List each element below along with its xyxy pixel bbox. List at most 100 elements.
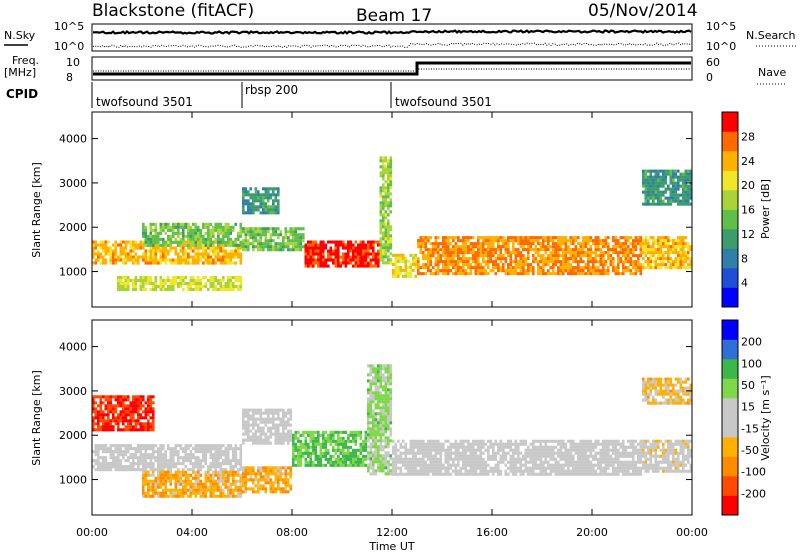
data-cell [604,272,608,276]
data-cell [192,453,195,457]
data-cell [117,419,120,423]
data-cell [207,485,210,489]
data-cell [562,269,565,273]
data-cell [107,425,110,429]
data-cell [327,252,330,256]
data-cell [94,459,98,463]
data-cell [374,376,378,380]
data-cell [102,240,105,244]
data-cell [177,282,180,286]
data-cell [277,487,280,491]
data-cell [382,261,385,265]
data-cell [249,423,253,427]
data-cell [307,448,310,452]
data-cell [172,491,175,495]
data-cell [492,263,495,267]
data-cell [659,257,663,261]
data-cell [537,242,540,246]
data-cell [347,246,350,250]
data-cell [302,451,305,455]
data-cell [627,251,630,255]
data-cell [149,231,153,235]
data-cell [162,249,165,253]
data-cell [477,260,480,264]
data-cell [234,473,238,477]
data-cell [522,248,525,252]
data-cell [237,488,240,492]
data-cell [397,271,400,275]
data-cell [272,469,275,473]
data-cell [669,181,673,185]
data-cell [152,240,155,244]
data-cell [657,193,660,197]
data-cell [437,245,440,249]
data-cell [159,479,163,483]
data-cell [369,246,373,250]
data-cell [197,476,200,480]
data-cell [684,172,688,176]
data-cell [267,466,270,470]
data-cell [379,189,383,193]
data-cell [99,243,103,247]
data-cell [232,285,235,289]
data-cell [112,395,115,399]
data-cell [529,245,533,249]
data-cell [679,199,683,203]
data-cell [369,370,373,374]
data-cell [357,246,360,250]
data-cell [279,233,283,237]
data-cell [107,462,110,466]
data-cell [337,252,340,256]
data-cell [212,234,215,238]
data-cell [182,450,185,454]
data-cell [142,422,145,426]
data-cell [164,258,168,262]
data-cell [147,413,150,417]
data-cell [209,485,213,489]
data-cell [652,169,655,173]
data-cell [329,249,333,253]
data-cell [457,251,460,255]
data-cell [402,457,405,461]
data-cell [259,441,263,445]
data-cell [147,401,150,405]
data-cell [157,450,160,454]
data-cell [132,243,135,247]
data-cell [379,201,383,205]
data-cell [659,245,663,249]
data-cell [387,424,390,428]
data-cell [544,239,548,243]
data-cell [179,255,183,259]
data-cell [624,266,628,270]
data-cell [194,285,198,289]
data-cell [604,269,608,273]
data-cell [277,242,280,246]
data-cell [302,239,305,243]
data-cell [272,205,275,209]
data-cell [142,252,145,256]
data-cell [117,255,120,259]
data-cell [589,248,593,252]
data-cell [604,251,608,255]
data-cell [252,472,255,476]
data-cell [577,251,580,255]
data-cell [222,234,225,238]
data-cell [127,410,130,414]
data-cell [192,279,195,283]
data-cell [627,254,630,258]
data-cell [532,254,535,258]
data-cell [457,269,460,273]
data-cell [389,469,393,473]
data-cell [392,274,395,278]
data-cell [554,248,558,252]
data-cell [312,439,315,443]
data-cell [474,245,478,249]
data-cell [312,264,315,268]
data-cell [209,468,213,472]
data-cell [382,379,385,383]
data-cell [447,254,450,258]
data-cell [187,482,190,486]
data-cell [277,438,280,442]
data-cell [247,245,250,249]
data-cell [164,485,168,489]
